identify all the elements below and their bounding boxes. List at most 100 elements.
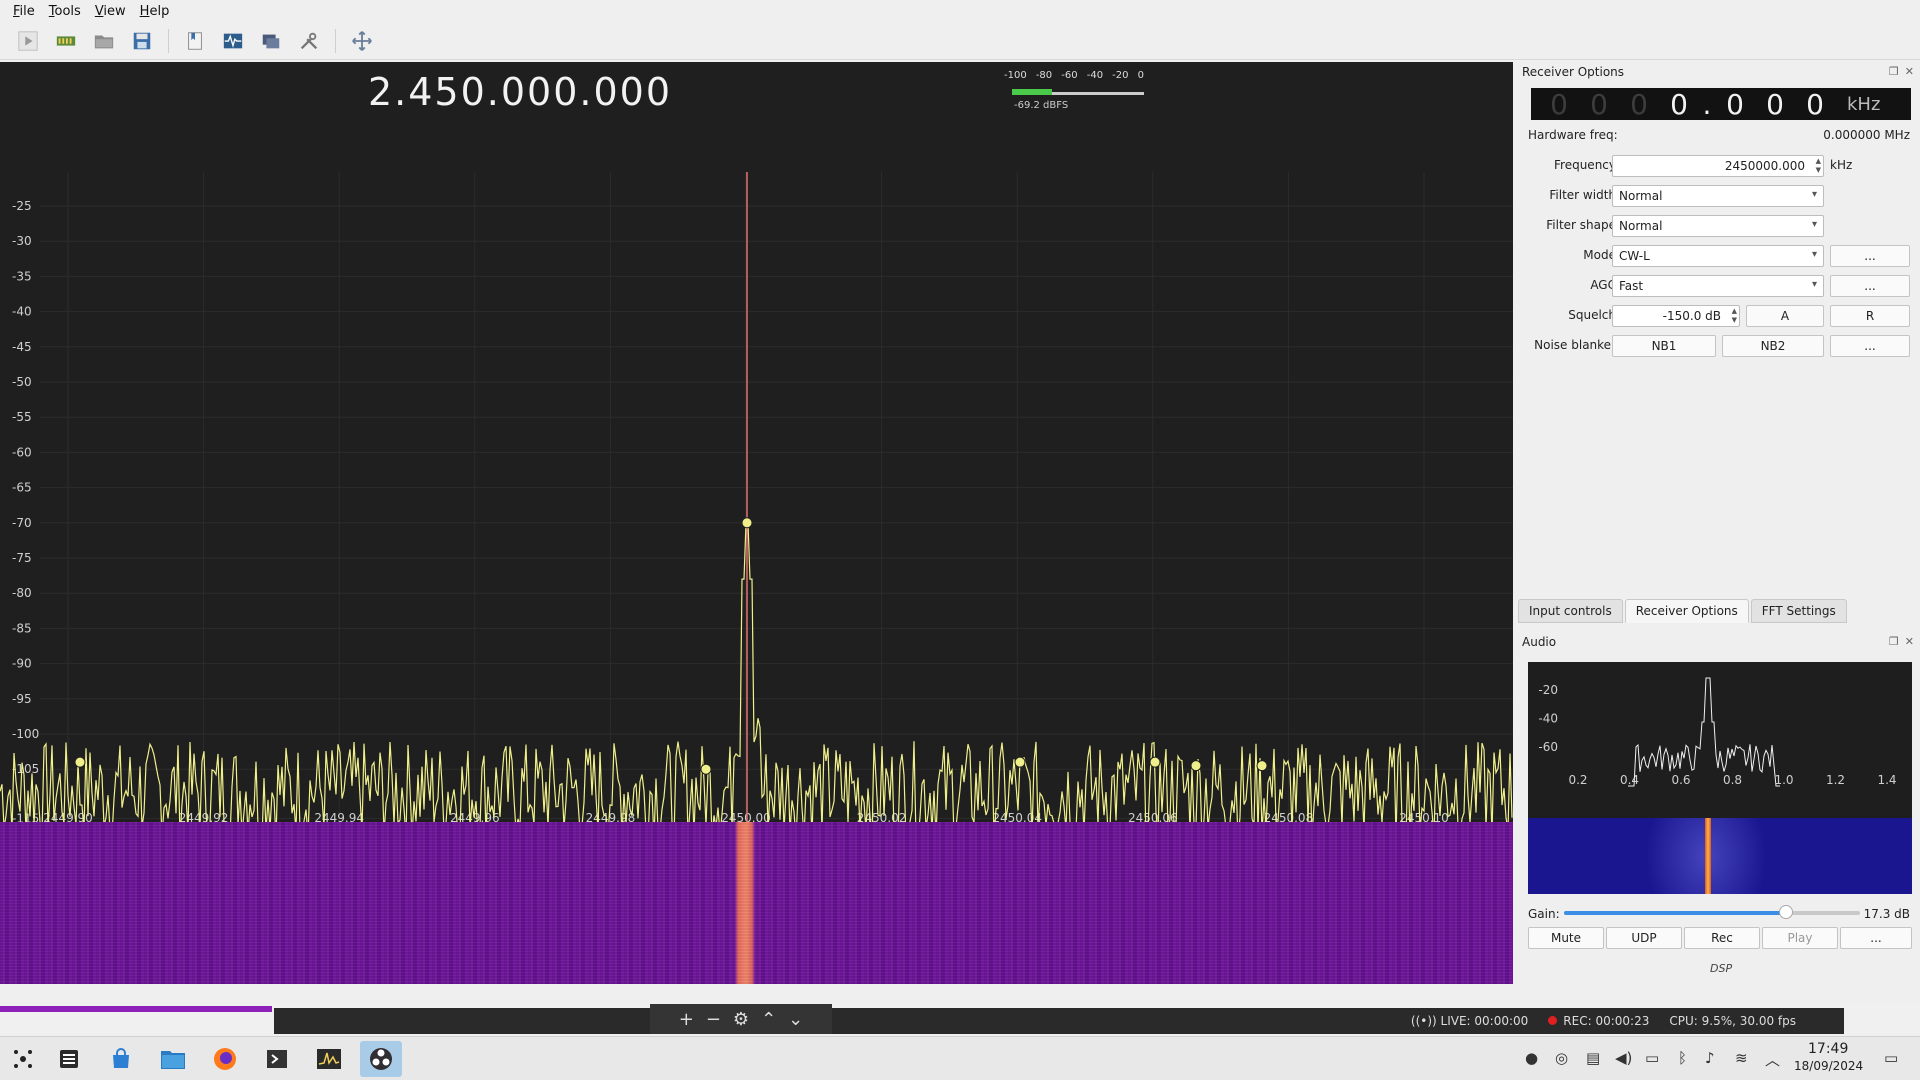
clock-time[interactable]: 17:49 (1808, 1041, 1849, 1057)
tab-input-controls[interactable]: Input controls (1518, 599, 1623, 623)
menu-mnemonic: H (139, 3, 150, 19)
taskbar-settings[interactable] (48, 1041, 90, 1077)
mode-options-button[interactable]: ... (1830, 245, 1910, 267)
fullscreen-button[interactable] (346, 26, 378, 56)
agc-select[interactable]: Fast ▾ (1612, 275, 1824, 297)
y-tick-label: -90 (12, 657, 32, 671)
remote-button[interactable] (255, 26, 287, 56)
app-launcher[interactable] (2, 1041, 44, 1077)
spectrum-trace (0, 522, 1513, 822)
close-icon[interactable]: ✕ (1904, 635, 1914, 648)
wifi-icon[interactable]: ≋ (1735, 1049, 1748, 1067)
frequency-input[interactable]: 2450000.000 ▲ ▼ (1612, 155, 1824, 177)
spin-arrows-icon[interactable]: ▲ ▼ (1731, 307, 1737, 324)
lcd-digit[interactable]: 0 (1670, 87, 1688, 121)
audio-fft-plot[interactable]: -20 -40 -60 0.2 0.4 0.6 0.8 1.0 1.2 1.4 (1528, 662, 1912, 818)
steam-tray-icon[interactable]: ◎ (1555, 1049, 1569, 1067)
squelch-reset-button[interactable]: R (1830, 305, 1910, 327)
lcd-digit[interactable]: 0 (1766, 87, 1784, 121)
taskbar-firefox[interactable] (204, 1041, 246, 1077)
nb1-button[interactable]: NB1 (1612, 335, 1716, 357)
play-button[interactable] (12, 26, 44, 56)
fft-button[interactable] (217, 26, 249, 56)
close-icon[interactable]: ✕ (1904, 65, 1914, 78)
frequency-display[interactable]: 2.450.000.000 (368, 70, 673, 114)
play-audio-button[interactable]: Play (1762, 927, 1838, 949)
gain-slider-handle[interactable] (1779, 905, 1793, 919)
lcd-digit[interactable]: 0 (1590, 87, 1608, 121)
noise-blanker-options-button[interactable]: ... (1830, 335, 1910, 357)
lcd-digit[interactable]: 0 (1726, 87, 1744, 121)
audio-carrier-trace (1705, 818, 1711, 894)
lcd-digit[interactable]: 0 (1550, 87, 1568, 121)
menu-item-view[interactable]: View (88, 4, 133, 19)
gear-icon[interactable]: ⚙ (732, 1008, 750, 1030)
audio-dock: Audio ❐ ✕ -20 -40 -60 0.2 0.4 0.6 0.8 1.0 1.2 1.4… (1516, 632, 1920, 984)
obs-icon (370, 1048, 392, 1070)
filter-width-select[interactable]: Normal ▾ (1612, 185, 1824, 207)
volume-icon[interactable]: ◀) (1615, 1049, 1633, 1067)
remote-icon (262, 34, 280, 48)
bluetooth-icon[interactable]: ᛒ (1678, 1049, 1688, 1067)
clipboard-icon[interactable]: ▤ (1586, 1049, 1601, 1067)
squelch-input[interactable]: -150.0 dB ▲ ▼ (1612, 305, 1740, 327)
dock-buttons: ❐ ✕ (1889, 635, 1914, 648)
agc-value: Fast (1619, 279, 1644, 293)
tab-fft-settings[interactable]: FFT Settings (1750, 599, 1847, 623)
audio-waterfall[interactable] (1528, 818, 1912, 894)
waterfall[interactable] (0, 822, 1513, 984)
spectrum-plot[interactable]: -25 -30 -35 -40 -45 -50 -55 -60 -65 -70 -75 -80 -85 -… (0, 112, 1513, 822)
udp-button[interactable]: UDP (1606, 927, 1682, 949)
spectrum-panel[interactable]: 2.450.000.000 -100 -80 -60 -40 -20 0 -69.2 dB… (0, 62, 1513, 984)
squelch-auto-button[interactable]: A (1746, 305, 1824, 327)
agc-options-button[interactable]: ... (1830, 275, 1910, 297)
x-tick-label: 2449.92 (179, 811, 229, 822)
taskbar-store[interactable] (100, 1041, 142, 1077)
float-icon[interactable]: ❐ (1888, 635, 1899, 648)
taskbar-obs[interactable] (360, 1041, 402, 1077)
microphone-icon[interactable]: ♪ (1705, 1049, 1715, 1067)
open-button[interactable] (88, 26, 120, 56)
frequency-lcd[interactable]: 0 0 0 0 . 0 0 0 kHz (1531, 87, 1911, 121)
hardware-freq-label: Hardware freq: (1528, 128, 1618, 142)
taskbar-gqrx[interactable] (308, 1041, 350, 1077)
audio-y-tick-label: -20 (1538, 683, 1558, 697)
menu-item-tools[interactable]: Tools (42, 4, 88, 19)
taskbar-terminal[interactable] (256, 1041, 298, 1077)
audio-x-tick-label: 0.8 (1723, 773, 1742, 787)
spin-arrows-icon[interactable]: ▲ ▼ (1815, 157, 1821, 174)
audio-x-tick-label: 0.6 (1671, 773, 1690, 787)
nb2-button[interactable]: NB2 (1722, 335, 1824, 357)
clock-date[interactable]: 18/09/2024 (1794, 1059, 1864, 1073)
mode-select[interactable]: CW-L ▾ (1612, 245, 1824, 267)
lcd-digit[interactable]: 0 (1630, 87, 1648, 121)
audio-options-button[interactable]: ... (1840, 927, 1912, 949)
tray-expand-icon[interactable]: ︿ (1765, 1051, 1781, 1069)
obs-tray-icon[interactable]: ● (1525, 1049, 1539, 1067)
tab-receiver-options[interactable]: Receiver Options (1624, 599, 1749, 623)
float-icon[interactable]: ❐ (1888, 65, 1899, 78)
battery-icon[interactable]: ▭ (1645, 1049, 1660, 1067)
add-icon[interactable]: + (678, 1008, 694, 1030)
hardware-button[interactable] (50, 26, 82, 56)
remove-icon[interactable]: − (705, 1008, 721, 1030)
save-button[interactable] (126, 26, 158, 56)
rec-button[interactable]: Rec (1684, 927, 1760, 949)
tools-button[interactable] (293, 26, 325, 56)
chevron-down-icon[interactable]: ⌄ (788, 1008, 804, 1030)
broadcast-icon: ((•)) (1410, 1014, 1441, 1028)
menu-item-help[interactable]: Help (133, 4, 177, 19)
fft-icon (223, 33, 243, 48)
lcd-digit[interactable]: 0 (1806, 87, 1824, 121)
show-desktop-icon[interactable]: ▭ (1884, 1049, 1899, 1067)
store-icon (113, 1048, 129, 1068)
taskbar-files[interactable] (152, 1041, 194, 1077)
rec-time: REC: 00:00:23 (1563, 1014, 1650, 1028)
chevron-up-icon[interactable]: ⌃ (761, 1008, 777, 1030)
menu-item-file[interactable]: File (6, 4, 42, 19)
y-tick-label: -40 (12, 305, 32, 319)
audio-y-tick-label: -60 (1538, 740, 1558, 754)
mute-button[interactable]: Mute (1528, 927, 1604, 949)
bookmark-button[interactable] (179, 26, 211, 56)
filter-shape-select[interactable]: Normal ▾ (1612, 215, 1824, 237)
